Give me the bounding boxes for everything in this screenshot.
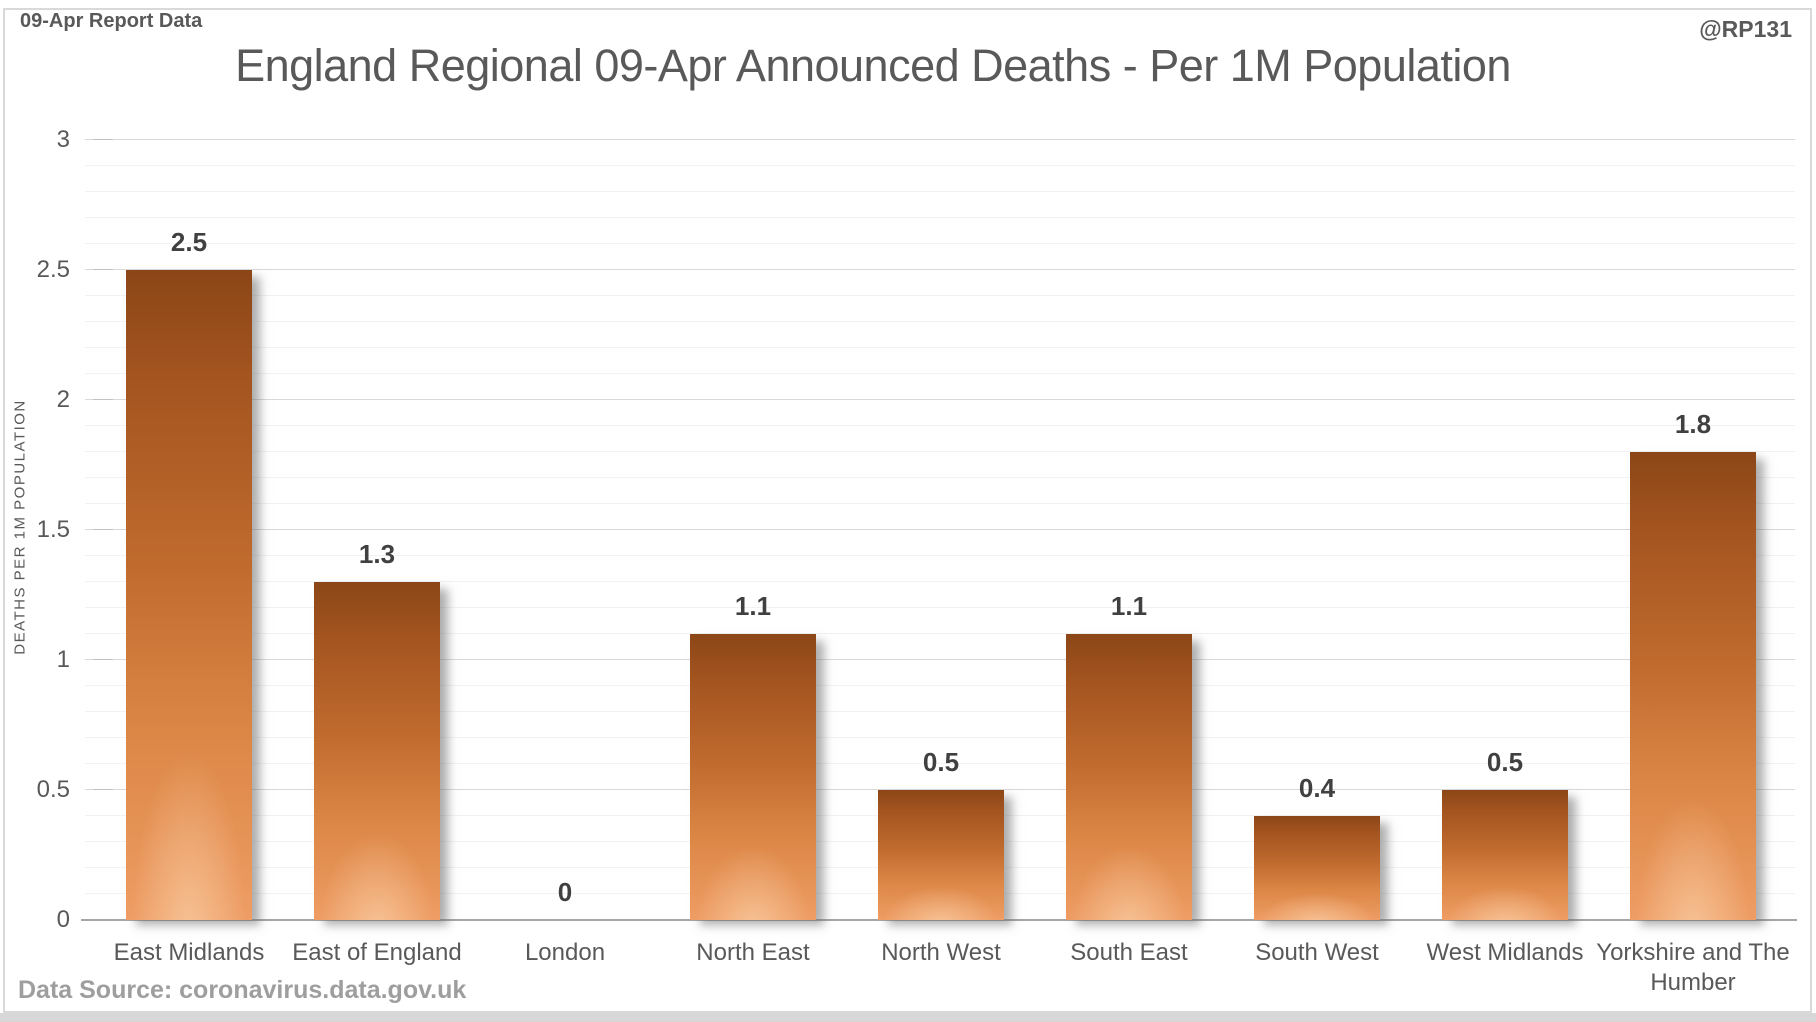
- bar-value-label: 1.8: [1674, 409, 1712, 439]
- minor-gridline: [85, 633, 1795, 634]
- minor-gridline: [85, 243, 1795, 244]
- minor-gridline: [85, 425, 1795, 426]
- plot-area: 2.5 1.3 0 1.1 0.5 1.1 0.4 0.5 1.8: [81, 139, 1797, 921]
- x-category-label: London: [524, 939, 606, 966]
- x-category-label: North East: [696, 939, 810, 966]
- bar-value-label: 0.5: [922, 747, 960, 777]
- x-category-label: East Midlands: [113, 939, 265, 966]
- bar: [1066, 634, 1192, 920]
- y-tick-label: 2.5: [36, 256, 70, 283]
- bar-group-south-west: 0.4: [1223, 140, 1411, 920]
- y-axis-tick-labels: 0 0.5 1 1.5 2 2.5 3: [0, 126, 70, 933]
- x-category-label: North West: [881, 939, 1001, 966]
- bar: [1630, 452, 1756, 920]
- minor-gridline: [85, 607, 1795, 608]
- bar-value-label: 0: [557, 877, 573, 907]
- bar-group-yorkshire-and-the-humber: 1.8: [1599, 140, 1787, 920]
- bar-group-south-east: 1.1: [1035, 140, 1223, 920]
- y-axis-tickmark: [93, 529, 113, 530]
- major-gridline: [85, 269, 1795, 270]
- bar: [878, 790, 1004, 920]
- major-gridline: [85, 139, 1795, 140]
- minor-gridline: [85, 711, 1795, 712]
- x-category-label: West Midlands: [1426, 939, 1584, 966]
- bar-group-west-midlands: 0.5: [1411, 140, 1599, 920]
- bar-group-london: 0: [471, 140, 659, 920]
- minor-gridline: [85, 451, 1795, 452]
- bar: [690, 634, 816, 920]
- bar-value-label: 1.1: [734, 591, 772, 621]
- y-tick-label: 3: [56, 126, 70, 153]
- minor-gridline: [85, 477, 1795, 478]
- minor-gridline: [85, 373, 1795, 374]
- chart-title: England Regional 09-Apr Announced Deaths…: [235, 40, 1511, 91]
- bar: [1442, 790, 1568, 920]
- y-tick-label: 0.5: [36, 776, 70, 803]
- watermark-handle: @RP131: [1699, 16, 1792, 42]
- minor-gridline: [85, 763, 1795, 764]
- bar-group-east-of-england: 1.3: [283, 140, 471, 920]
- x-axis-labels: East Midlands East of England London North …: [85, 938, 1795, 1008]
- x-category-label: South West: [1255, 939, 1379, 966]
- bar-group-north-west: 0.5: [847, 140, 1035, 920]
- minor-gridline: [85, 555, 1795, 556]
- y-tick-label: 1.5: [36, 516, 70, 543]
- report-tag-label: 09-Apr Report Data: [20, 10, 203, 32]
- y-tick-label: 2: [56, 386, 70, 413]
- minor-gridline: [85, 295, 1795, 296]
- major-gridline: [85, 789, 1795, 790]
- bar-value-label: 1.1: [1110, 591, 1148, 621]
- x-category-label: Yorkshire and The Humber: [1596, 939, 1790, 996]
- minor-gridline: [85, 737, 1795, 738]
- bar: [126, 270, 252, 920]
- x-category-label: South East: [1070, 939, 1188, 966]
- minor-gridline: [85, 581, 1795, 582]
- major-gridline: [85, 659, 1795, 660]
- y-axis-tickmark: [93, 789, 113, 790]
- minor-gridline: [85, 165, 1795, 166]
- bar: [314, 582, 440, 920]
- x-axis-line: [81, 919, 1797, 921]
- bar-value-label: 1.3: [358, 539, 396, 569]
- y-axis-tickmark: [93, 399, 113, 400]
- y-tick-label: 0: [56, 906, 70, 933]
- major-gridline: [85, 529, 1795, 530]
- y-axis-tickmark: [93, 269, 113, 270]
- minor-gridline: [85, 217, 1795, 218]
- data-source-note: Data Source: coronavirus.data.gov.uk: [18, 976, 467, 1004]
- bar-value-label: 0.5: [1486, 747, 1524, 777]
- minor-gridline: [85, 503, 1795, 504]
- y-axis-tickmark: [93, 139, 113, 140]
- bar-group-north-east: 1.1: [659, 140, 847, 920]
- minor-gridline: [85, 685, 1795, 686]
- minor-gridline: [85, 191, 1795, 192]
- bar: [1254, 816, 1380, 920]
- minor-gridline: [85, 321, 1795, 322]
- y-axis-tickmark: [93, 659, 113, 660]
- minor-gridline: [85, 347, 1795, 348]
- bar-value-label: 2.5: [170, 227, 208, 257]
- major-gridline: [85, 399, 1795, 400]
- y-tick-label: 1: [56, 646, 70, 673]
- x-category-label: East of England: [292, 939, 462, 966]
- bar-value-label: 0.4: [1298, 773, 1336, 803]
- bar-group-east-midlands: 2.5: [95, 140, 283, 920]
- bottom-strip: [0, 1013, 1816, 1022]
